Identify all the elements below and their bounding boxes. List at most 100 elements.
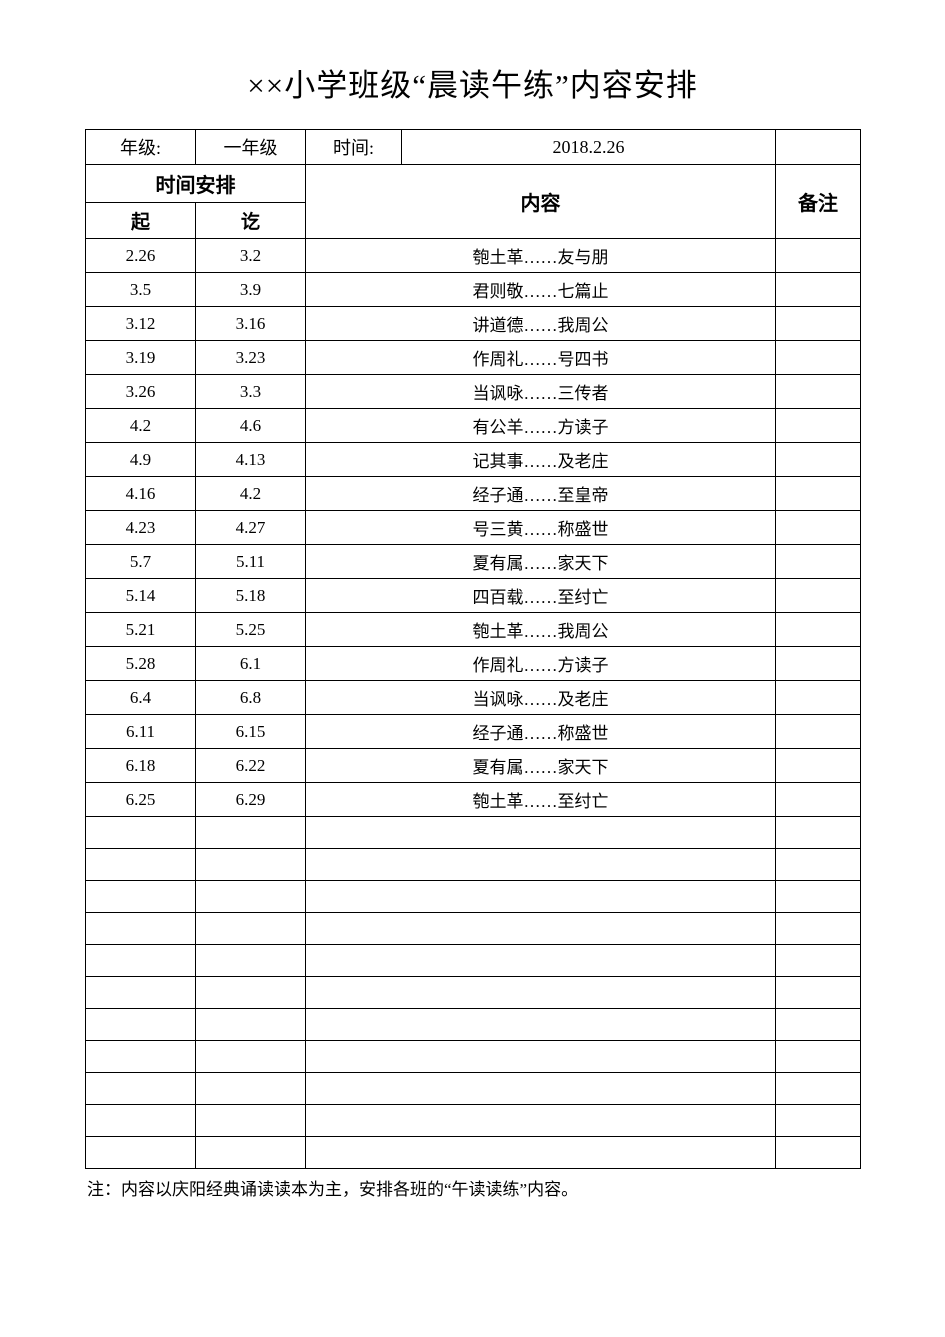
cell-start-empty [86,1073,196,1105]
cell-end: 3.9 [196,273,306,307]
table-row: 5.215.25匏土革……我周公 [86,613,861,647]
cell-content-empty [306,1105,776,1137]
info-blank [776,130,861,165]
cell-end: 4.6 [196,409,306,443]
cell-start: 5.28 [86,647,196,681]
header-row-1: 时间安排 内容 备注 [86,165,861,203]
table-row-empty [86,1041,861,1073]
cell-content: 当讽咏……及老庄 [306,681,776,715]
cell-end-empty [196,945,306,977]
table-row: 6.116.15经子通……称盛世 [86,715,861,749]
cell-content: 四百载……至纣亡 [306,579,776,613]
cell-remark [776,375,861,409]
table-row: 4.164.2经子通……至皇帝 [86,477,861,511]
cell-end-empty [196,977,306,1009]
table-row-empty [86,945,861,977]
cell-start: 6.11 [86,715,196,749]
cell-start-empty [86,1105,196,1137]
footnote: 注：内容以庆阳经典诵读读本为主，安排各班的“午读读练”内容。 [85,1175,860,1200]
cell-end: 3.2 [196,239,306,273]
cell-end: 4.2 [196,477,306,511]
cell-remark-empty [776,1009,861,1041]
table-row: 4.94.13记其事……及老庄 [86,443,861,477]
table-row-empty [86,1137,861,1169]
cell-content-empty [306,1009,776,1041]
cell-end: 4.13 [196,443,306,477]
cell-start: 4.9 [86,443,196,477]
cell-end-empty [196,849,306,881]
table-row-empty [86,1105,861,1137]
cell-start: 5.21 [86,613,196,647]
cell-end-empty [196,1041,306,1073]
cell-remark [776,341,861,375]
cell-end: 5.25 [196,613,306,647]
cell-content-empty [306,945,776,977]
cell-end-empty [196,1105,306,1137]
cell-remark-empty [776,1041,861,1073]
cell-remark-empty [776,817,861,849]
cell-start: 4.23 [86,511,196,545]
cell-end: 3.23 [196,341,306,375]
cell-end: 6.8 [196,681,306,715]
cell-start: 3.5 [86,273,196,307]
cell-start: 6.18 [86,749,196,783]
cell-content: 当讽咏……三传者 [306,375,776,409]
cell-remark [776,647,861,681]
cell-remark [776,613,861,647]
cell-remark [776,749,861,783]
time-value: 2018.2.26 [402,130,776,165]
table-row: 5.145.18四百载……至纣亡 [86,579,861,613]
cell-content: 号三黄……称盛世 [306,511,776,545]
cell-content: 作周礼……号四书 [306,341,776,375]
cell-end-empty [196,1137,306,1169]
cell-content: 君则敬……七篇止 [306,273,776,307]
table-row: 3.53.9君则敬……七篇止 [86,273,861,307]
table-row: 6.46.8当讽咏……及老庄 [86,681,861,715]
cell-content-empty [306,817,776,849]
table-row: 3.123.16讲道德……我周公 [86,307,861,341]
cell-content: 夏有属……家天下 [306,545,776,579]
cell-end-empty [196,1009,306,1041]
table-row: 3.193.23作周礼……号四书 [86,341,861,375]
cell-content: 匏土革……我周公 [306,613,776,647]
cell-start-empty [86,849,196,881]
header-start: 起 [86,203,196,239]
cell-content: 匏土革……友与朋 [306,239,776,273]
cell-start: 6.25 [86,783,196,817]
cell-end: 5.18 [196,579,306,613]
cell-remark-empty [776,849,861,881]
table-row: 4.234.27号三黄……称盛世 [86,511,861,545]
cell-remark [776,715,861,749]
cell-remark-empty [776,1105,861,1137]
cell-start-empty [86,913,196,945]
cell-remark [776,783,861,817]
cell-remark [776,681,861,715]
grade-label: 年级: [86,130,196,165]
cell-end: 6.22 [196,749,306,783]
cell-remark-empty [776,1073,861,1105]
cell-start: 2.26 [86,239,196,273]
cell-remark [776,545,861,579]
cell-content-empty [306,913,776,945]
cell-start-empty [86,1041,196,1073]
header-remark: 备注 [776,165,861,239]
cell-content: 夏有属……家天下 [306,749,776,783]
cell-end: 6.29 [196,783,306,817]
table-row: 3.263.3当讽咏……三传者 [86,375,861,409]
schedule-table: 年级: 一年级 时间: 2018.2.26 时间安排 内容 备注 起 讫 2.2… [85,129,861,1169]
table-row-empty [86,977,861,1009]
header-end: 讫 [196,203,306,239]
cell-start: 3.19 [86,341,196,375]
cell-remark-empty [776,1137,861,1169]
table-row: 2.263.2匏土革……友与朋 [86,239,861,273]
cell-end-empty [196,1073,306,1105]
cell-start: 5.14 [86,579,196,613]
cell-end-empty [196,913,306,945]
cell-end: 4.27 [196,511,306,545]
table-row-empty [86,1073,861,1105]
table-row-empty [86,913,861,945]
table-row: 6.256.29匏土革……至纣亡 [86,783,861,817]
cell-remark-empty [776,945,861,977]
cell-content-empty [306,1073,776,1105]
cell-remark-empty [776,977,861,1009]
